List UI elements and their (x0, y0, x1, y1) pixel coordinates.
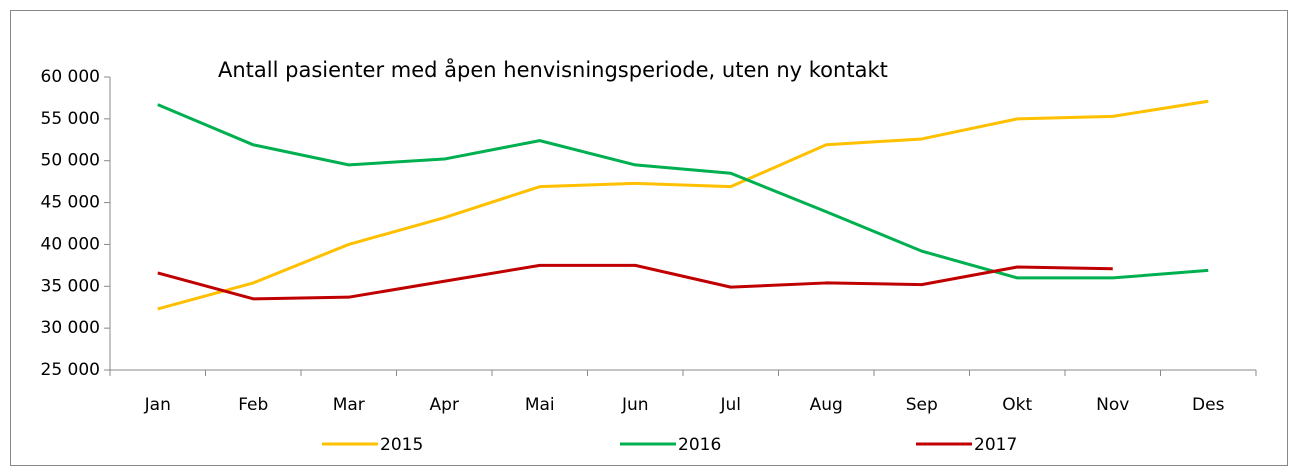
x-tick-label: Mar (333, 395, 365, 415)
x-tick-label: Feb (238, 395, 268, 415)
y-tick-label: 30 000 (41, 318, 100, 338)
x-tick-label: Sep (906, 395, 938, 415)
x-tick-label: Des (1192, 395, 1225, 415)
series-line (157, 103, 1209, 280)
y-tick-label: 50 000 (41, 151, 100, 171)
series-line (157, 263, 1113, 301)
legend-label: 2017 (974, 435, 1017, 455)
x-tick-label: Jul (719, 395, 741, 415)
x-tick-label: Apr (430, 395, 459, 415)
y-tick-label: 35 000 (41, 276, 100, 296)
x-tick-label: Jun (621, 395, 649, 415)
x-tick-label: Nov (1096, 395, 1129, 415)
y-tick-label: 40 000 (41, 234, 100, 254)
y-tick-label: 45 000 (41, 193, 100, 213)
x-tick-label: Aug (810, 395, 843, 415)
y-tick-label: 55 000 (41, 109, 100, 129)
x-tick-label: Okt (1002, 395, 1032, 415)
y-tick-label: 25 000 (41, 360, 100, 380)
legend-label: 2015 (380, 435, 423, 455)
x-tick-label: Mai (525, 395, 555, 415)
x-tick-label: Jan (144, 395, 171, 415)
chart-title: Antall pasienter med åpen henvisningsper… (218, 57, 888, 82)
y-tick-label: 60 000 (41, 67, 100, 87)
chart-border (10, 10, 1288, 466)
legend-label: 2016 (678, 435, 721, 455)
series-line (157, 99, 1209, 311)
